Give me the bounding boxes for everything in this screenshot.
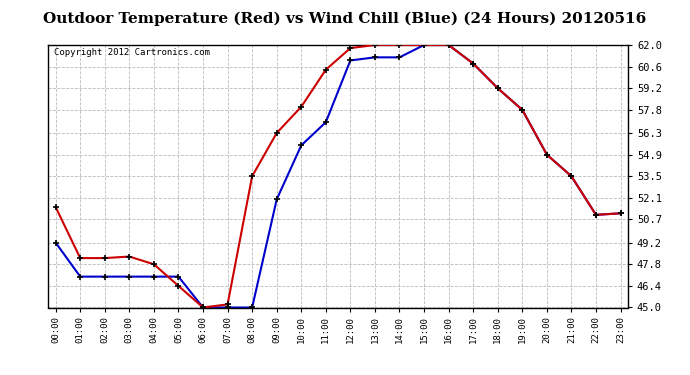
Text: Copyright 2012 Cartronics.com: Copyright 2012 Cartronics.com (54, 48, 210, 57)
Text: Outdoor Temperature (Red) vs Wind Chill (Blue) (24 Hours) 20120516: Outdoor Temperature (Red) vs Wind Chill … (43, 11, 647, 26)
